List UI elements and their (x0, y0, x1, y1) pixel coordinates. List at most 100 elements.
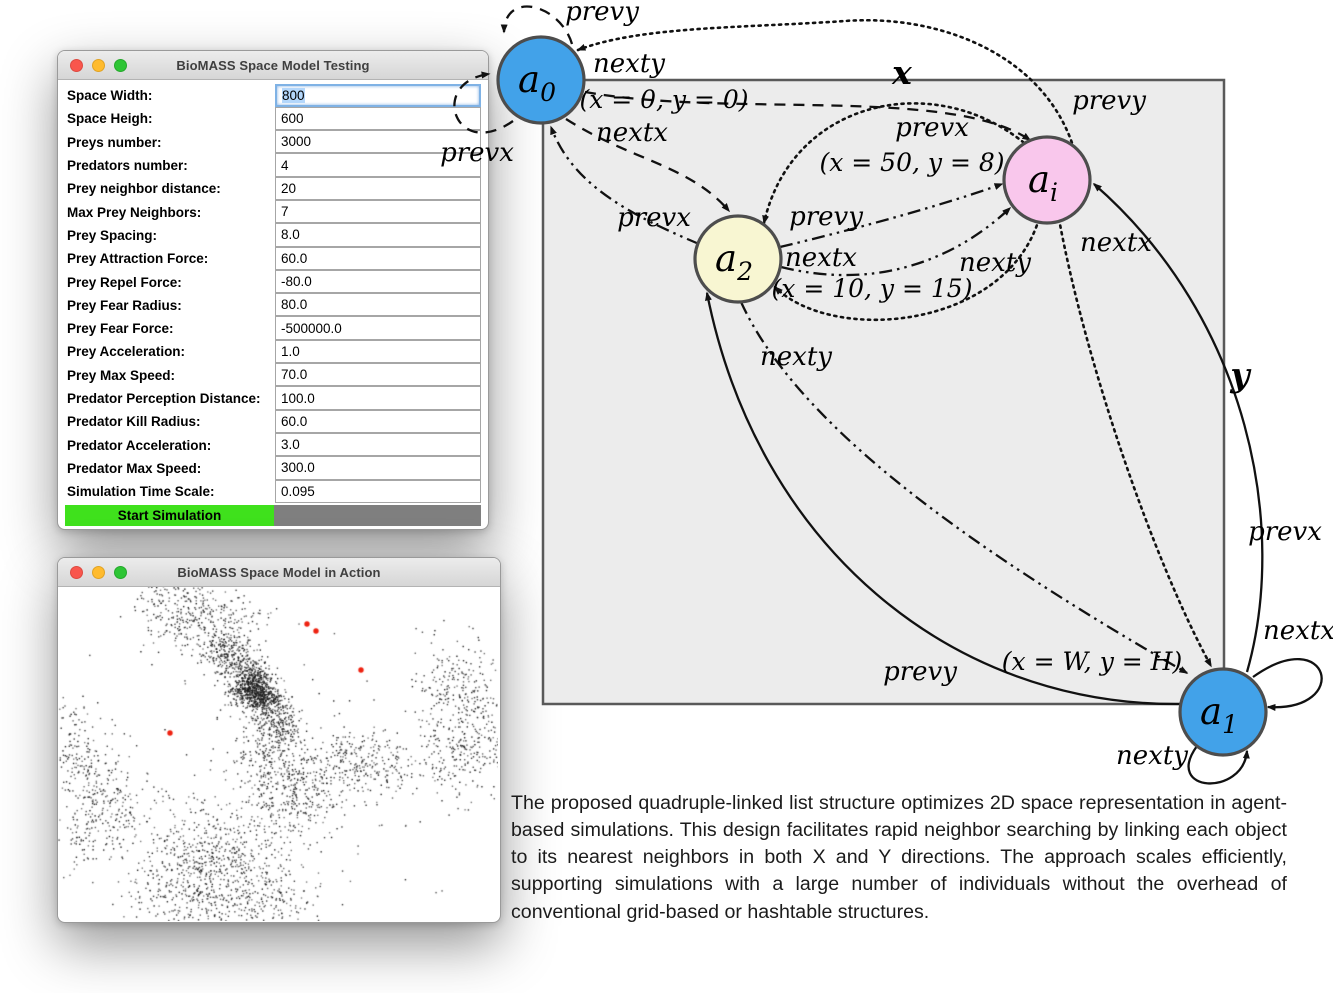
zoom-button[interactable] (114, 565, 127, 579)
edge-prevx-a1-ai (1092, 183, 1264, 673)
parameter-label: Predators number: (67, 158, 188, 174)
parameter-input[interactable]: 3.0 (275, 432, 481, 457)
edge-label-y: y (1229, 355, 1252, 394)
close-button[interactable] (70, 58, 83, 72)
parameter-label: Prey Repel Force: (67, 274, 182, 290)
node-label-ai: ai (1028, 158, 1058, 207)
parameter-input[interactable]: 3000 (275, 130, 481, 154)
parameter-form: Space Width: 800 Space Heigh: 600 Preys numb… (58, 80, 488, 527)
parameter-row: Prey Max Speed: 70.0 (65, 363, 481, 387)
edge-label-x50y8: (x = 50, y = 8) (819, 148, 1004, 177)
parameter-input[interactable]: 100.0 (275, 386, 481, 410)
parameter-input[interactable]: 7 (275, 199, 481, 224)
testing-window: BioMASS Space Model Testing Space Width:… (57, 50, 489, 530)
parameter-value: 3000 (281, 134, 312, 150)
edge-label-nextx: nextx (1263, 616, 1333, 646)
edge-prevy-a0-loop (500, 5, 574, 45)
parameter-row: Predator Perception Distance: 100.0 (65, 386, 481, 410)
parameter-input[interactable]: -80.0 (275, 269, 481, 294)
edge-label-prevy: prevy (883, 657, 957, 687)
parameter-label: Simulation Time Scale: (67, 484, 215, 500)
parameter-label: Space Heigh: (67, 111, 153, 127)
minimize-button[interactable] (92, 565, 105, 579)
parameter-value: 70.0 (281, 367, 308, 383)
parameter-input[interactable]: 1.0 (275, 339, 481, 364)
parameter-label: Prey Acceleration: (67, 344, 186, 360)
parameter-input[interactable]: 0.095 (275, 479, 481, 503)
parameter-row: Prey Fear Radius: 80.0 (65, 293, 481, 317)
edge-label-prevx: prevx (895, 113, 969, 143)
parameter-value: 20 (281, 180, 297, 196)
testing-window-title: BioMASS Space Model Testing (176, 57, 370, 73)
parameter-label: Prey Spacing: (67, 227, 158, 243)
action-titlebar[interactable]: BioMASS Space Model in Action (58, 558, 500, 587)
parameter-value: 60.0 (281, 413, 308, 429)
parameter-input[interactable]: 60.0 (275, 246, 481, 270)
parameter-input[interactable]: -500000.0 (275, 316, 481, 340)
parameter-input[interactable]: 60.0 (275, 409, 481, 433)
edge-label-x10y15: (x = 10, y = 15) (772, 274, 973, 303)
edge-label-nextx: nextx (785, 243, 857, 273)
parameter-input[interactable]: 4 (275, 153, 481, 177)
edge-label-nexty: nexty (1116, 741, 1188, 771)
edge-prevx-ai-a2 (762, 102, 1031, 225)
button-row-filler (274, 505, 481, 527)
parameter-value: 60.0 (281, 250, 308, 266)
parameter-label: Prey Fear Force: (67, 321, 174, 337)
parameter-row: Prey Repel Force: -80.0 (65, 269, 481, 294)
parameter-value: -80.0 (281, 274, 312, 290)
edge-label-prevy: prevy (789, 202, 863, 232)
parameter-row: Prey Attraction Force: 60.0 (65, 246, 481, 270)
space-rectangle (541, 78, 1226, 706)
parameter-input[interactable]: 800 (275, 83, 481, 107)
zoom-button[interactable] (114, 58, 127, 72)
parameter-input[interactable]: 20 (275, 176, 481, 200)
parameter-label: Predator Perception Distance: (67, 391, 261, 406)
edge-nextx-a1-loop (1252, 657, 1323, 711)
edge-label-nexty: nexty (593, 49, 665, 79)
window-controls (70, 565, 127, 579)
parameter-label: Prey neighbor distance: (67, 181, 221, 197)
node-label-a2: a2 (715, 237, 753, 286)
edge-label-prevy: prevy (565, 0, 639, 27)
parameter-value: 100.0 (281, 390, 315, 406)
edge-label-x0y0: (x = 0, y = 0) (579, 85, 748, 114)
edge-nextx-a2-ai (780, 206, 1012, 277)
parameter-input[interactable]: 70.0 (275, 363, 481, 387)
edge-nexty-a0-ai (584, 90, 1032, 141)
caption-text: The proposed quadruple-linked list struc… (511, 791, 1287, 923)
parameter-row: Preys number: 3000 (65, 130, 481, 154)
testing-titlebar[interactable]: BioMASS Space Model Testing (58, 51, 488, 80)
parameter-label: Predator Acceleration: (67, 437, 212, 453)
parameter-input[interactable]: 8.0 (275, 223, 481, 247)
minimize-button[interactable] (92, 58, 105, 72)
parameter-row: Predator Acceleration: 3.0 (65, 432, 481, 457)
parameter-input[interactable]: 300.0 (275, 456, 481, 480)
edge-prevy-a1-a2 (705, 291, 1181, 706)
parameter-value: 4 (281, 157, 289, 173)
close-button[interactable] (70, 565, 83, 579)
edge-prevy-ai-a0 (576, 18, 1076, 151)
parameter-row: Max Prey Neighbors: 7 (65, 199, 481, 224)
simulation-canvas (58, 587, 498, 921)
parameter-input[interactable]: 600 (275, 106, 481, 131)
node-a0 (496, 35, 586, 125)
parameter-row: Predator Max Speed: 300.0 (65, 456, 481, 480)
edge-label-prevx: prevx (617, 203, 691, 233)
parameter-row: Predator Kill Radius: 60.0 (65, 409, 481, 433)
node-a2 (693, 214, 783, 304)
edge-label-prevx: prevx (1248, 517, 1322, 547)
parameter-row: Simulation Time Scale: 0.095 (65, 479, 481, 503)
parameter-input[interactable]: 80.0 (275, 293, 481, 317)
edge-prevx-a2-a0 (549, 125, 700, 246)
parameter-value: 0.095 (281, 483, 315, 499)
parameter-row: Space Width: 800 (65, 83, 481, 107)
action-window-title: BioMASS Space Model in Action (177, 564, 381, 580)
edge-label-prevy: prevy (1072, 86, 1146, 116)
parameter-row: Prey Fear Force: -500000.0 (65, 316, 481, 340)
edge-label-xwyh: (x = W, y = H) (1002, 647, 1182, 676)
edge-nexty-ai-a2 (773, 217, 1041, 321)
parameter-row: Predators number: 4 (65, 153, 481, 177)
start-simulation-button[interactable]: Start Simulation (65, 505, 274, 527)
